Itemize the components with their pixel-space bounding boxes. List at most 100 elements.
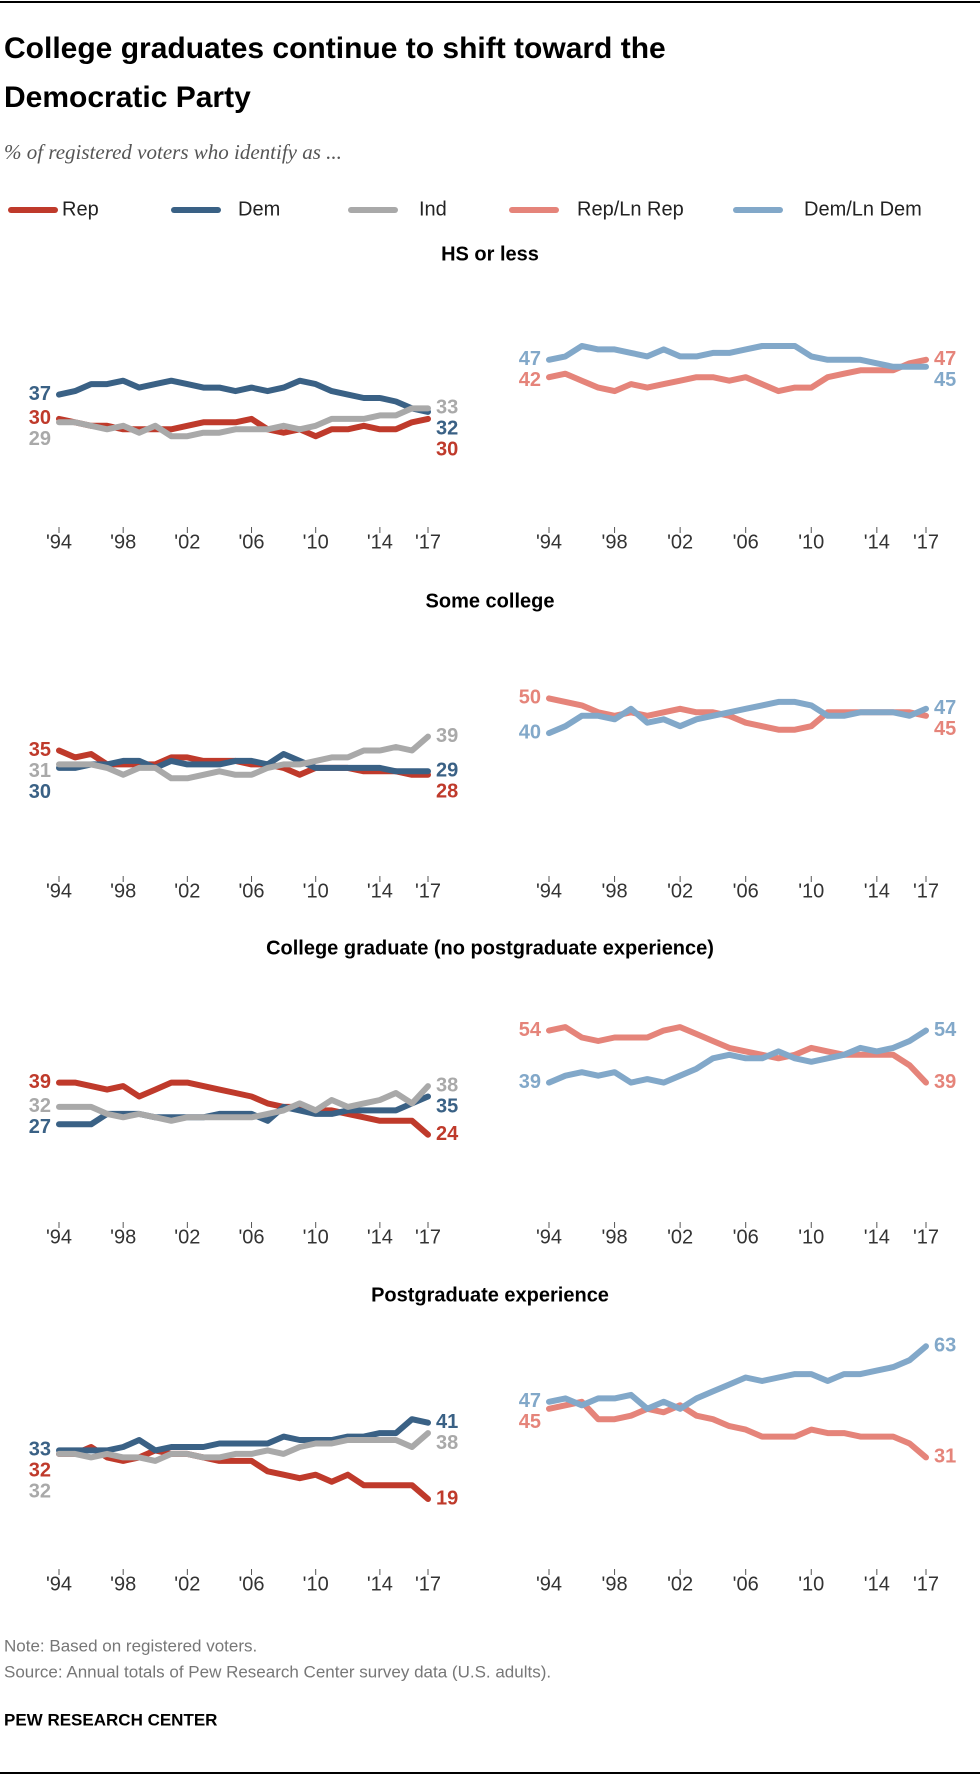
x-tick-label: '02 bbox=[174, 1573, 200, 1595]
x-tick-label: '06 bbox=[238, 1226, 264, 1248]
data-label: 29 bbox=[29, 428, 51, 450]
x-tick-label: '02 bbox=[174, 1226, 200, 1248]
x-tick-label: '94 bbox=[536, 880, 562, 902]
x-tick-label: '94 bbox=[46, 1226, 72, 1248]
legend-label: Rep/Ln Rep bbox=[577, 198, 684, 220]
x-tick-label: '98 bbox=[110, 1573, 136, 1595]
note: Note: Based on registered voters. bbox=[4, 1636, 257, 1655]
data-label: 63 bbox=[934, 1335, 956, 1357]
x-tick-label: '17 bbox=[913, 1573, 939, 1595]
series-line bbox=[56, 751, 431, 775]
series-line bbox=[546, 1343, 929, 1412]
credit: PEW RESEARCH CENTER bbox=[4, 1710, 217, 1729]
data-label: 41 bbox=[436, 1411, 458, 1433]
x-tick-label: '10 bbox=[303, 1226, 329, 1248]
chart-subtitle: % of registered voters who identify as .… bbox=[4, 140, 342, 164]
x-tick-label: '02 bbox=[667, 880, 693, 902]
data-label: 39 bbox=[934, 1071, 956, 1093]
x-tick-label: '14 bbox=[367, 880, 393, 902]
x-tick-label: '06 bbox=[733, 1226, 759, 1248]
data-label: 45 bbox=[934, 369, 956, 391]
series-line bbox=[546, 1398, 929, 1461]
data-label: 38 bbox=[436, 1074, 458, 1096]
x-tick-label: '14 bbox=[367, 531, 393, 553]
x-tick-label: '98 bbox=[110, 1226, 136, 1248]
chart-title: Democratic Party bbox=[4, 81, 251, 114]
x-tick-label: '10 bbox=[798, 1573, 824, 1595]
x-tick-label: '14 bbox=[864, 880, 890, 902]
data-label: 31 bbox=[934, 1446, 956, 1468]
series-line bbox=[546, 1024, 929, 1086]
chart-title: College graduates continue to shift towa… bbox=[4, 32, 666, 65]
data-label: 32 bbox=[29, 1481, 51, 1503]
legend-label: Dem bbox=[238, 198, 280, 220]
x-tick-label: '17 bbox=[415, 880, 441, 902]
x-tick-label: '98 bbox=[110, 531, 136, 553]
data-label: 54 bbox=[519, 1019, 542, 1041]
data-label: 39 bbox=[436, 725, 458, 747]
x-tick-label: '02 bbox=[667, 1226, 693, 1248]
section-title: Some college bbox=[426, 590, 555, 612]
x-tick-label: '94 bbox=[536, 1226, 562, 1248]
data-label: 47 bbox=[934, 697, 956, 719]
data-label: 47 bbox=[934, 348, 956, 370]
data-label: 24 bbox=[436, 1123, 459, 1145]
x-tick-label: '17 bbox=[415, 1226, 441, 1248]
data-label: 32 bbox=[29, 1460, 51, 1482]
legend-label: Dem/Ln Dem bbox=[804, 198, 922, 220]
x-tick-label: '17 bbox=[913, 531, 939, 553]
data-label: 35 bbox=[29, 739, 51, 761]
data-label: 29 bbox=[436, 760, 458, 782]
data-label: 32 bbox=[29, 1095, 51, 1117]
data-label: 50 bbox=[519, 687, 541, 709]
x-tick-label: '98 bbox=[602, 531, 628, 553]
data-label: 54 bbox=[934, 1019, 957, 1041]
x-tick-label: '06 bbox=[733, 531, 759, 553]
x-tick-label: '17 bbox=[415, 1573, 441, 1595]
x-tick-label: '06 bbox=[238, 531, 264, 553]
series-line bbox=[546, 698, 929, 737]
legend-label: Ind bbox=[419, 198, 447, 220]
x-tick-label: '14 bbox=[864, 1573, 890, 1595]
x-tick-label: '02 bbox=[667, 531, 693, 553]
x-tick-label: '02 bbox=[174, 880, 200, 902]
x-tick-label: '14 bbox=[367, 1573, 393, 1595]
x-tick-label: '94 bbox=[46, 531, 72, 553]
data-label: 35 bbox=[436, 1095, 458, 1117]
section-title: HS or less bbox=[441, 243, 539, 265]
x-tick-label: '14 bbox=[864, 1226, 890, 1248]
x-tick-label: '06 bbox=[733, 880, 759, 902]
data-label: 32 bbox=[436, 418, 458, 440]
data-label: 47 bbox=[519, 348, 541, 370]
x-tick-label: '94 bbox=[46, 1573, 72, 1595]
series-line bbox=[546, 356, 929, 395]
data-label: 30 bbox=[436, 439, 458, 461]
series-line bbox=[56, 405, 431, 440]
data-label: 27 bbox=[29, 1116, 51, 1138]
legend-label: Rep bbox=[62, 198, 99, 220]
x-tick-label: '17 bbox=[913, 880, 939, 902]
x-tick-label: '17 bbox=[913, 1226, 939, 1248]
data-label: 33 bbox=[29, 1439, 51, 1461]
section-title: College graduate (no postgraduate experi… bbox=[266, 937, 714, 959]
data-label: 30 bbox=[29, 781, 51, 803]
x-tick-label: '94 bbox=[46, 880, 72, 902]
x-tick-label: '10 bbox=[798, 880, 824, 902]
x-tick-label: '98 bbox=[110, 880, 136, 902]
series-line bbox=[56, 1079, 431, 1138]
data-label: 38 bbox=[436, 1432, 458, 1454]
data-label: 19 bbox=[436, 1487, 458, 1509]
data-label: 33 bbox=[436, 397, 458, 419]
x-tick-label: '98 bbox=[602, 1226, 628, 1248]
data-label: 31 bbox=[29, 760, 51, 782]
x-tick-label: '98 bbox=[602, 1573, 628, 1595]
data-label: 45 bbox=[934, 718, 956, 740]
data-label: 39 bbox=[519, 1071, 541, 1093]
data-label: 47 bbox=[519, 1390, 541, 1412]
series-line bbox=[546, 1027, 929, 1086]
x-tick-label: '10 bbox=[798, 1226, 824, 1248]
x-tick-label: '02 bbox=[667, 1573, 693, 1595]
series-line bbox=[56, 733, 431, 782]
series-line bbox=[546, 343, 929, 370]
